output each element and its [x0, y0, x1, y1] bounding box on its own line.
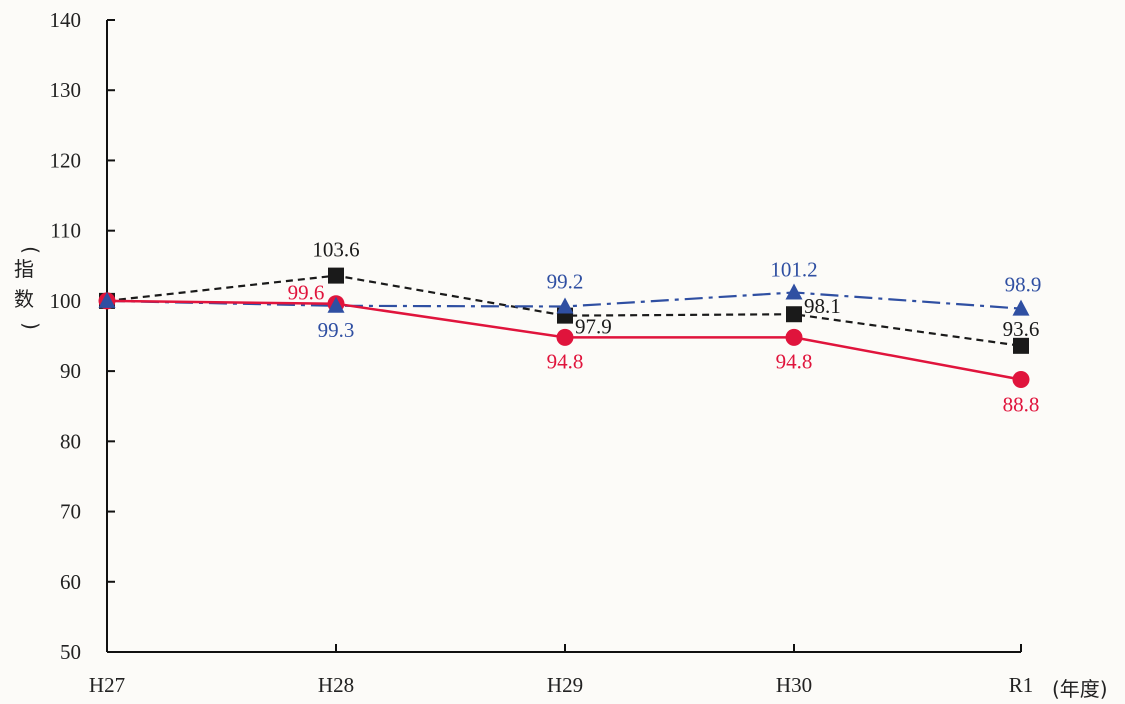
data-label-circle: 94.8 [547, 349, 584, 373]
data-label-square: 97.9 [575, 315, 612, 339]
data-point-triangle [1012, 299, 1030, 316]
data-label-triangle: 99.3 [318, 318, 355, 342]
data-point-square [1013, 337, 1029, 354]
data-label-circle: 94.8 [776, 349, 813, 373]
data-point-square [328, 267, 344, 284]
x-axis-title: (年度) [1052, 677, 1108, 701]
data-label-circle: 99.6 [288, 281, 325, 305]
data-label-square: 93.6 [1003, 317, 1040, 341]
data-label-square: 98.1 [804, 294, 841, 318]
y-tick-label: 60 [60, 570, 81, 594]
data-point-circle [1012, 371, 1030, 389]
x-tick-label: H30 [776, 673, 812, 697]
y-axis-title-char-1: 指 [14, 257, 34, 281]
x-tick-label: H28 [318, 673, 354, 697]
y-axis-ticks: 50 60 70 80 90 100 110 120 130 140 [50, 8, 115, 664]
data-label-triangle: 98.9 [1005, 273, 1042, 297]
y-axis-title-char-2: 数 [14, 287, 34, 311]
y-tick-label: 110 [50, 219, 81, 243]
series-layer [98, 267, 1030, 389]
y-tick-label: 90 [60, 359, 81, 383]
data-labels: 103.6 97.9 98.1 93.6 99.3 99.2 101.2 98.9 99.6 94… [288, 238, 1042, 417]
data-label-triangle: 101.2 [770, 257, 817, 281]
y-tick-label: 100 [50, 289, 82, 313]
x-tick-label: H29 [547, 673, 583, 697]
data-label-square: 103.6 [312, 238, 359, 262]
data-point-triangle [785, 283, 803, 300]
y-axis-title-paren-close: ) [19, 322, 43, 330]
x-tick-label: H27 [89, 673, 125, 697]
x-tick-label: R1 [1009, 673, 1034, 697]
data-point-triangle [98, 291, 116, 308]
x-axis-ticks: H27 H28 H29 H30 R1 [89, 644, 1033, 697]
y-tick-label: 120 [50, 148, 82, 172]
y-tick-label: 70 [60, 500, 81, 524]
data-point-square [786, 306, 802, 323]
y-tick-label: 140 [50, 8, 82, 32]
y-tick-label: 130 [50, 78, 82, 102]
data-point-triangle [556, 297, 574, 314]
y-tick-label: 80 [60, 429, 81, 453]
y-tick-label: 50 [60, 640, 81, 664]
data-point-triangle [327, 296, 345, 313]
data-point-circle [785, 328, 803, 346]
data-label-triangle: 99.2 [547, 270, 584, 294]
data-label-circle: 88.8 [1003, 393, 1040, 417]
y-axis-title-paren-open: ( [19, 246, 43, 254]
data-point-circle [556, 328, 574, 346]
